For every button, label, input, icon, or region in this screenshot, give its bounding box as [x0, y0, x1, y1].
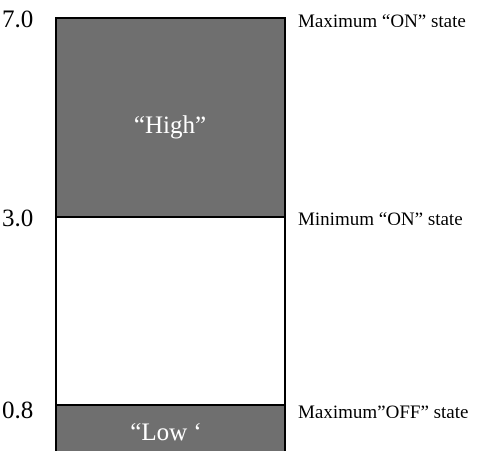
low-band-label: “Low ‘ — [130, 419, 202, 446]
high-band-label: “High” — [134, 112, 206, 139]
undefined-region — [55, 216, 286, 406]
level-0-8-label: 0.8 — [2, 397, 33, 424]
minimum-on-state-label: Minimum “ON” state — [298, 209, 463, 230]
maximum-off-state-label: Maximum”OFF” state — [298, 402, 468, 423]
maximum-on-state-label: Maximum “ON” state — [298, 11, 466, 32]
low-band — [55, 404, 286, 451]
high-band — [55, 17, 286, 218]
level-7-0-label: 7.0 — [2, 6, 33, 33]
level-3-0-label: 3.0 — [2, 205, 33, 232]
